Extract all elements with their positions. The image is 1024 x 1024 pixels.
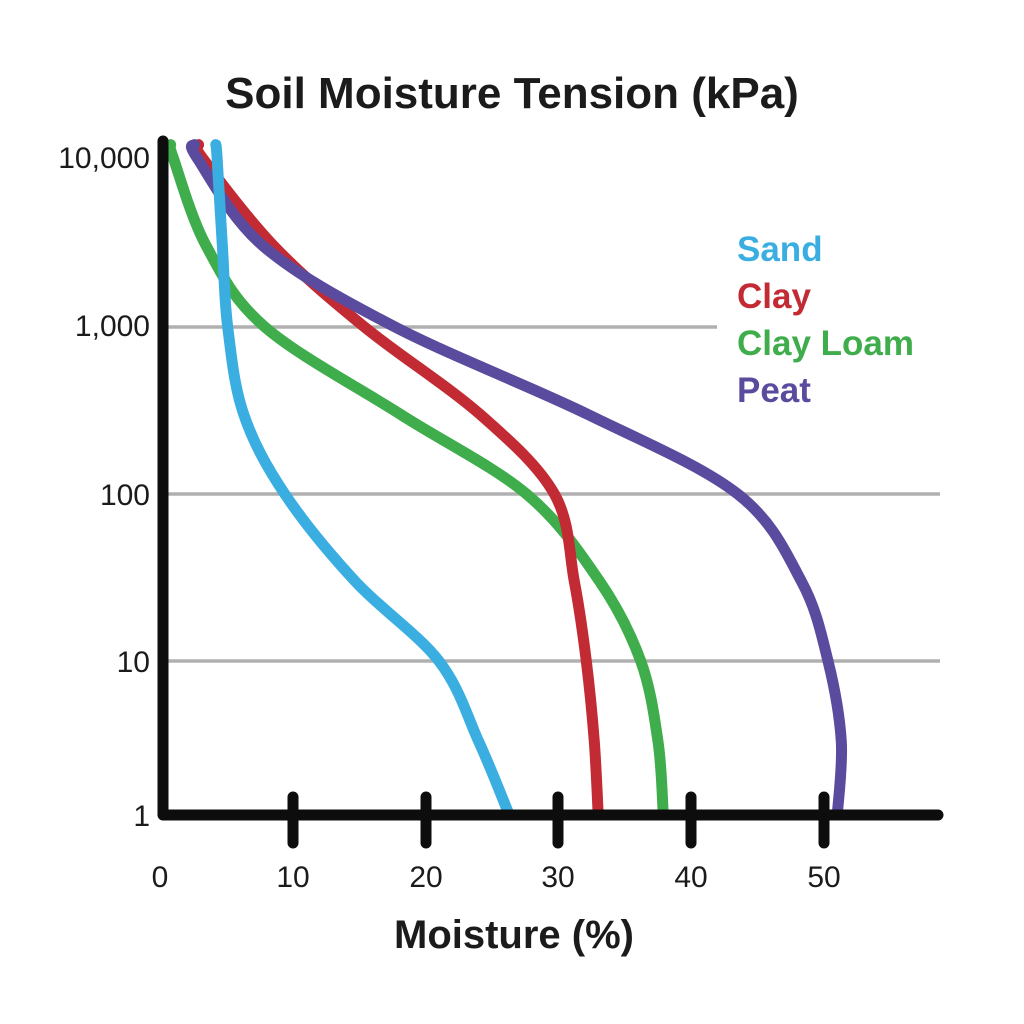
peat-curve (186, 139, 848, 821)
legend-item-peat: Peat (737, 371, 811, 410)
legend-item-clay-loam: Clay Loam (737, 324, 914, 363)
axes (157, 135, 944, 821)
x-ticks (287, 791, 830, 849)
chart-title: Soil Moisture Tension (kPa) (225, 69, 799, 118)
x-label-30: 30 (541, 861, 574, 894)
x-label-40: 40 (674, 861, 707, 894)
y-label-100: 100 (100, 479, 150, 512)
x-label-10: 10 (276, 861, 309, 894)
y-axis-labels: 10,000 1,000 100 10 1 (58, 142, 150, 833)
legend-item-clay: Clay (737, 277, 811, 316)
legend-item-sand: Sand (737, 230, 823, 269)
y-label-10000: 10,000 (58, 142, 150, 175)
y-label-10: 10 (117, 646, 150, 679)
clay-loam-curve (164, 139, 669, 821)
clay-curve (190, 139, 604, 821)
y-label-1000: 1,000 (75, 310, 150, 343)
y-label-1: 1 (133, 800, 150, 833)
sand-curve (210, 139, 515, 821)
curve-series (164, 139, 848, 821)
x-axis-labels: 0 10 20 30 40 50 (152, 861, 841, 894)
legend: Sand Clay Clay Loam Peat (737, 230, 914, 410)
x-label-50: 50 (807, 861, 840, 894)
x-label-0: 0 (152, 861, 169, 894)
x-axis-title: Moisture (%) (394, 913, 634, 957)
x-label-20: 20 (409, 861, 442, 894)
